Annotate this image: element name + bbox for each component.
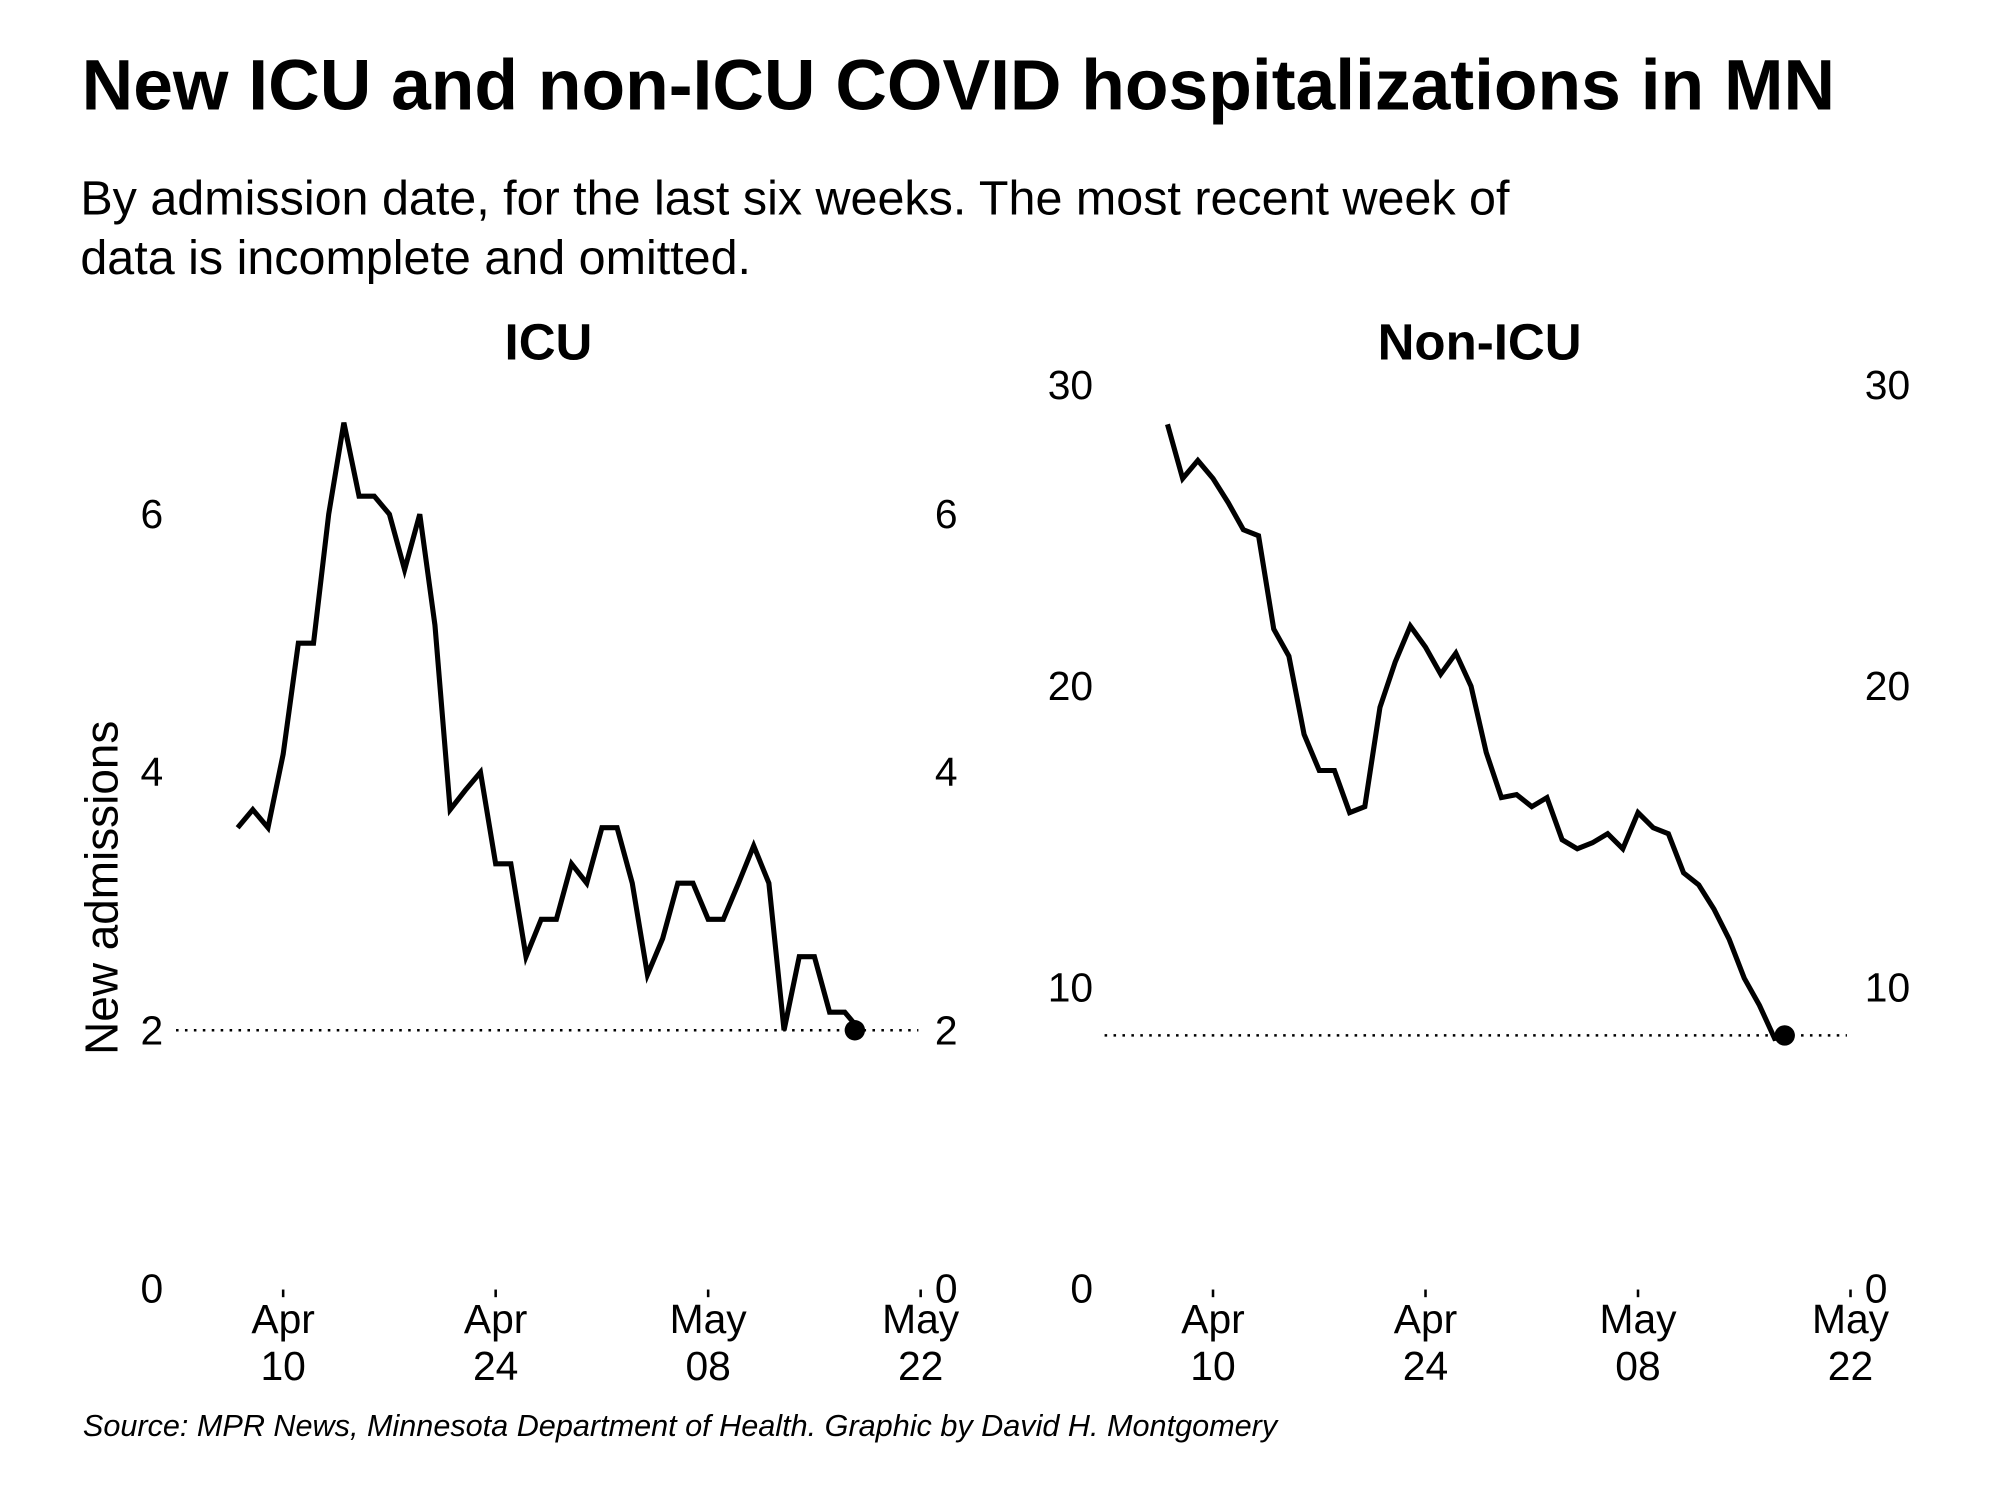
- y-tick-label: 4: [935, 749, 958, 795]
- panel-title: Non-ICU: [1378, 314, 1582, 371]
- y-tick-label: 6: [141, 491, 164, 537]
- panel-title: ICU: [505, 314, 593, 371]
- x-tick-label: Apr: [1394, 1296, 1458, 1342]
- x-tick-label: 24: [1403, 1343, 1448, 1389]
- x-tick-label: 22: [1828, 1343, 1873, 1389]
- data-line: [1165, 423, 1791, 1042]
- y-tick-label: 30: [1865, 362, 1910, 408]
- x-tick-label: May: [670, 1296, 748, 1342]
- last-point: [1774, 1025, 1795, 1046]
- last-point: [844, 1020, 866, 1041]
- data-line: [235, 422, 862, 1032]
- x-tick-label: 22: [898, 1343, 943, 1389]
- y-tick-label: 4: [141, 749, 164, 795]
- x-tick-label: May: [1812, 1296, 1890, 1342]
- x-tick-label: 24: [473, 1343, 518, 1389]
- source: Source: MPR News, Minnesota Department o…: [83, 1409, 1279, 1443]
- chart-title: New ICU and non-ICU COVID hospitalizatio…: [82, 46, 1835, 126]
- y-tick-label: 20: [1865, 663, 1910, 709]
- y-tick-label: 2: [935, 1007, 958, 1053]
- x-tick-label: Apr: [464, 1296, 528, 1342]
- x-tick-label: 08: [685, 1343, 730, 1389]
- x-tick-label: 08: [1615, 1343, 1660, 1389]
- y-axis-label: New admissions: [75, 721, 127, 1055]
- y-tick-label: 10: [1048, 964, 1093, 1010]
- subtitle: By admission date, for the last six week…: [80, 171, 1510, 225]
- x-tick-label: 10: [1190, 1343, 1235, 1389]
- y-tick-label: 6: [935, 491, 958, 537]
- y-tick-label: 30: [1048, 362, 1093, 408]
- y-tick-label: 0: [141, 1265, 164, 1311]
- subtitle: data is incomplete and omitted.: [80, 231, 751, 285]
- x-tick-label: Apr: [1181, 1296, 1245, 1342]
- x-tick-label: May: [1599, 1296, 1677, 1342]
- x-tick-label: Apr: [251, 1296, 315, 1342]
- y-tick-label: 0: [935, 1265, 958, 1311]
- y-tick-label: 0: [1865, 1265, 1888, 1311]
- x-tick-label: May: [882, 1296, 960, 1342]
- x-tick-label: 10: [260, 1343, 305, 1389]
- y-tick-label: 0: [1070, 1265, 1093, 1311]
- y-tick-label: 20: [1048, 663, 1093, 709]
- y-tick-label: 10: [1865, 964, 1910, 1010]
- y-tick-label: 2: [141, 1007, 164, 1053]
